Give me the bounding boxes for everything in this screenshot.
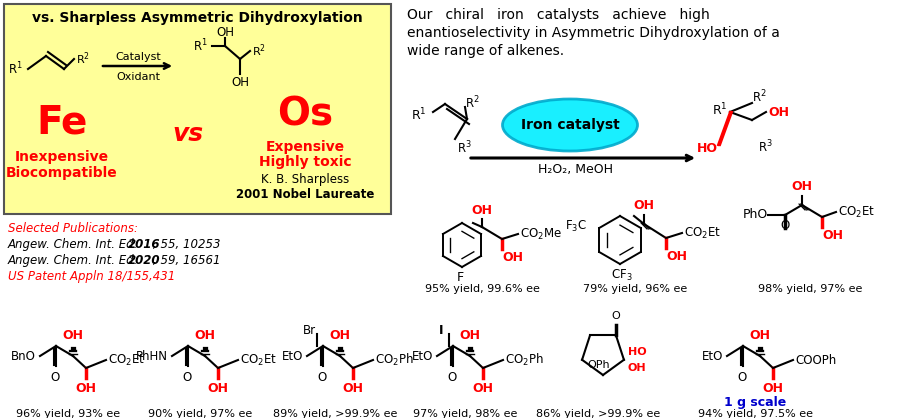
Text: 2020: 2020 [128, 254, 161, 267]
Text: EtO: EtO [411, 349, 433, 362]
Text: Catalyst: Catalyst [115, 52, 161, 62]
Text: CO$_2$Et: CO$_2$Et [838, 204, 875, 219]
Text: enantioselectivity in Asymmetric Dihydroxylation of a: enantioselectivity in Asymmetric Dihydro… [407, 26, 780, 40]
Text: OH: OH [666, 250, 687, 263]
Text: Selected Publications:: Selected Publications: [8, 222, 138, 235]
Text: 2001 Nobel Laureate: 2001 Nobel Laureate [236, 188, 375, 201]
Text: OPh: OPh [588, 360, 610, 370]
Text: OH: OH [460, 329, 480, 342]
Text: F$_3$C: F$_3$C [565, 219, 587, 234]
Text: OH: OH [62, 329, 84, 342]
Text: OH: OH [768, 105, 789, 118]
Text: Fe: Fe [37, 103, 88, 141]
Text: CO$_2$Ph: CO$_2$Ph [375, 352, 414, 368]
Ellipse shape [502, 99, 637, 151]
Text: PhHN: PhHN [136, 349, 168, 362]
Text: 97% yield, 98% ee: 97% yield, 98% ee [413, 409, 517, 418]
Text: 96% yield, 93% ee: 96% yield, 93% ee [16, 409, 120, 418]
Text: CO$_2$Ph: CO$_2$Ph [505, 352, 543, 368]
Text: EtO: EtO [282, 349, 303, 362]
Text: R$^2$: R$^2$ [465, 95, 480, 111]
Text: 1 g scale: 1 g scale [724, 396, 786, 409]
Text: R$^3$: R$^3$ [758, 139, 773, 155]
Text: Oxidant: Oxidant [116, 72, 160, 82]
Text: Angew. Chem. Int. Ed.: Angew. Chem. Int. Ed. [8, 254, 142, 267]
Text: R$^1$: R$^1$ [712, 102, 728, 118]
Text: EtO: EtO [701, 349, 723, 362]
Text: F: F [456, 271, 464, 284]
Text: OH: OH [502, 251, 523, 264]
Text: 95% yield, 99.6% ee: 95% yield, 99.6% ee [424, 284, 540, 294]
Text: HO: HO [628, 347, 646, 357]
Text: I: I [439, 324, 443, 336]
Text: 2016: 2016 [128, 238, 161, 251]
Text: OH: OH [330, 329, 351, 342]
Text: BnO: BnO [11, 349, 36, 362]
Text: R$^3$: R$^3$ [457, 140, 472, 156]
Text: wide range of alkenes.: wide range of alkenes. [407, 44, 565, 58]
Text: OH: OH [75, 382, 96, 395]
Text: OH: OH [342, 382, 364, 395]
Text: CO$_2$Me: CO$_2$Me [520, 227, 562, 242]
Text: Highly toxic: Highly toxic [259, 155, 352, 169]
Text: O: O [183, 371, 192, 384]
Text: OH: OH [473, 382, 494, 395]
Text: vs. Sharpless Asymmetric Dihydroxylation: vs. Sharpless Asymmetric Dihydroxylation [32, 11, 363, 25]
Text: R$^2$: R$^2$ [76, 51, 90, 67]
Text: CO$_2$Et: CO$_2$Et [684, 225, 721, 240]
Text: Expensive: Expensive [265, 140, 344, 154]
Text: R$^2$: R$^2$ [752, 89, 767, 105]
Text: , 55, 10253: , 55, 10253 [153, 238, 220, 251]
Text: PhO: PhO [743, 209, 768, 222]
Text: Our   chiral   iron   catalysts   achieve   high: Our chiral iron catalysts achieve high [407, 8, 710, 22]
Text: HO: HO [697, 142, 718, 155]
Text: CF$_3$: CF$_3$ [611, 268, 633, 283]
Text: COOPh: COOPh [795, 354, 836, 367]
Text: Os: Os [277, 95, 333, 133]
Text: O: O [780, 219, 789, 232]
Text: OH: OH [207, 382, 229, 395]
Text: 86% yield, >99.9% ee: 86% yield, >99.9% ee [536, 409, 660, 418]
Text: Biocompatible: Biocompatible [6, 166, 118, 180]
Text: R$^1$: R$^1$ [193, 38, 208, 54]
Text: OH: OH [216, 25, 234, 38]
Text: Inexpensive: Inexpensive [15, 150, 109, 164]
Text: OH: OH [763, 382, 783, 395]
Text: CO$_2$Et: CO$_2$Et [240, 352, 277, 367]
Text: Angew. Chem. Int. Ed.: Angew. Chem. Int. Ed. [8, 238, 142, 251]
Text: 94% yield, 97.5% ee: 94% yield, 97.5% ee [698, 409, 812, 418]
Text: OH: OH [231, 76, 249, 89]
Text: OH: OH [628, 363, 646, 373]
Text: O: O [447, 371, 456, 384]
Text: OH: OH [195, 329, 216, 342]
Text: 90% yield, 97% ee: 90% yield, 97% ee [148, 409, 252, 418]
Text: H₂O₂, MeOH: H₂O₂, MeOH [538, 163, 612, 176]
Text: O: O [611, 311, 621, 321]
FancyBboxPatch shape [4, 4, 391, 214]
Text: R$^1$: R$^1$ [8, 61, 23, 77]
Text: OH: OH [791, 180, 812, 193]
Text: O: O [50, 371, 60, 384]
Text: 89% yield, >99.9% ee: 89% yield, >99.9% ee [273, 409, 397, 418]
Text: R$^1$: R$^1$ [411, 107, 427, 123]
Text: US Patent Appln 18/155,431: US Patent Appln 18/155,431 [8, 270, 175, 283]
Text: OH: OH [822, 229, 843, 242]
Text: vs: vs [173, 122, 204, 146]
Text: O: O [318, 371, 327, 384]
Text: R$^2$: R$^2$ [252, 43, 266, 59]
Text: 98% yield, 97% ee: 98% yield, 97% ee [758, 284, 862, 294]
Text: O: O [737, 371, 746, 384]
Text: OH: OH [633, 199, 655, 212]
Text: K. B. Sharpless: K. B. Sharpless [261, 173, 349, 186]
Text: 79% yield, 96% ee: 79% yield, 96% ee [583, 284, 688, 294]
Text: , 59, 16561: , 59, 16561 [153, 254, 220, 267]
Text: Br: Br [302, 324, 316, 336]
Text: OH: OH [472, 204, 492, 217]
Text: Iron catalyst: Iron catalyst [521, 118, 620, 132]
Text: CO$_2$Et: CO$_2$Et [108, 352, 145, 367]
Text: OH: OH [749, 329, 770, 342]
